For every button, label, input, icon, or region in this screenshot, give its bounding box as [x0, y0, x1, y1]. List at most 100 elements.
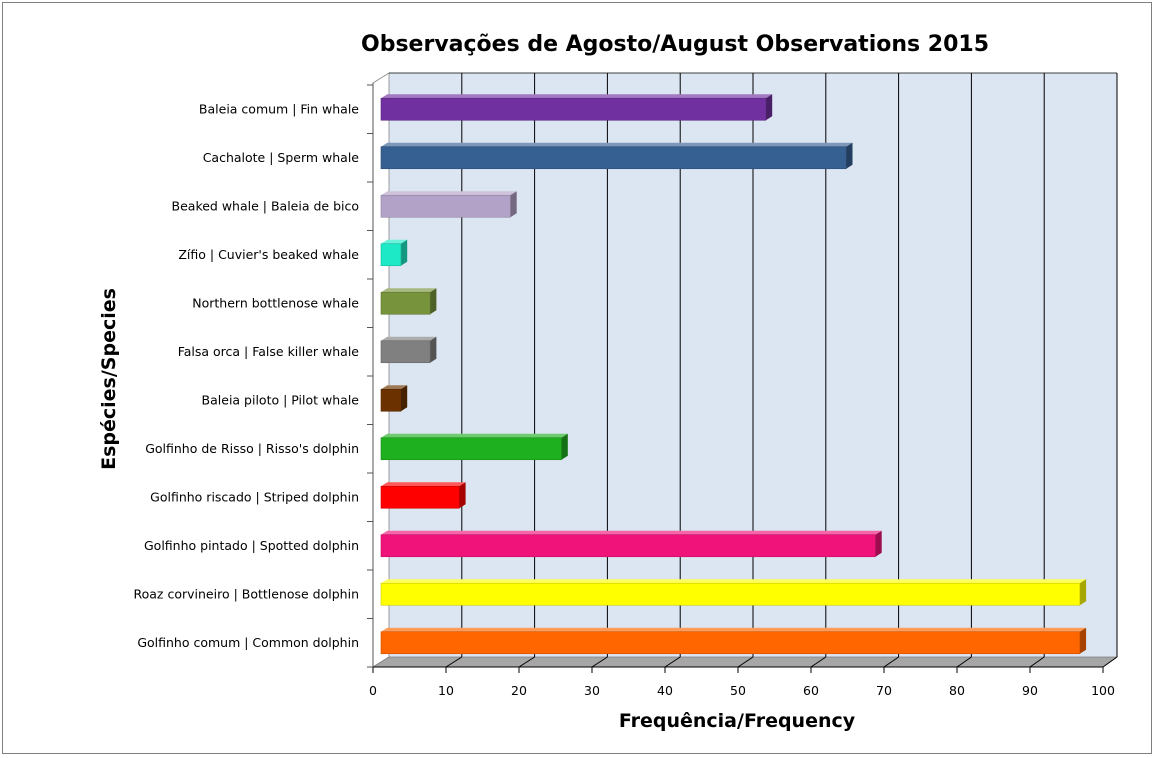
bar-front: [381, 243, 401, 266]
bar-front: [381, 389, 401, 412]
bar-edge: [380, 582, 1081, 606]
bar-end: [510, 191, 517, 218]
bar: [380, 94, 773, 121]
x-tick-label: 80: [949, 683, 965, 698]
tick-labels: 0 10 20 30 40 50 60 70 80 90 100: [369, 683, 1115, 698]
bar-edge: [380, 97, 767, 121]
gridline-floor: [737, 656, 754, 668]
bar: [380, 239, 408, 267]
x-tick-label: 30: [584, 683, 600, 698]
bar-top: [381, 191, 517, 196]
gridline-floor: [1102, 656, 1118, 668]
bar-top: [381, 336, 437, 341]
x-tick-label: 50: [730, 683, 746, 698]
bar-front: [381, 195, 511, 218]
gridlines: [389, 72, 1118, 668]
bar-front: [381, 340, 431, 363]
bar-edge: [380, 534, 876, 558]
category-label: Cachalote | Sperm whale: [203, 150, 360, 165]
bars: [380, 94, 1087, 655]
bar-front: [381, 631, 1080, 654]
bar-edge: [380, 437, 562, 461]
bar-top: [381, 530, 882, 535]
bar-top: [381, 433, 568, 438]
chart-title: Observações de Agosto/August Observation…: [361, 32, 989, 57]
bar-top: [381, 482, 466, 487]
bar: [380, 142, 853, 170]
bar: [380, 385, 408, 412]
bar-edge: [380, 291, 431, 315]
category-label: Beaked whale | Baleia de bico: [172, 198, 359, 213]
bar-front: [381, 534, 876, 557]
category-label: Falsa orca | False killer whale: [178, 344, 360, 359]
x-axis-title: Frequência/Frequency: [619, 710, 856, 732]
x-tick-label: 70: [876, 683, 892, 698]
bar: [380, 433, 568, 461]
category-label: Northern bottlenose whale: [192, 295, 359, 310]
bar-end: [400, 239, 408, 266]
bar-front: [381, 146, 847, 169]
x-tick-label: 10: [438, 683, 454, 698]
gridline-floor: [1029, 656, 1045, 668]
bar-front: [381, 292, 431, 315]
bar-end: [561, 433, 568, 460]
bar-end: [1079, 579, 1087, 606]
bar-edge: [380, 485, 460, 509]
bar-end: [459, 482, 466, 509]
bar-end: [400, 385, 408, 412]
bar-front: [381, 437, 562, 460]
gridline-floor: [518, 656, 535, 668]
x-tick-label: 100: [1091, 683, 1115, 698]
bar: [380, 288, 437, 315]
bar-end: [1079, 627, 1087, 654]
category-label: Golfinho comum | Common dolphin: [137, 635, 359, 650]
bar-top: [381, 239, 408, 244]
category-label: Golfinho riscado | Striped dolphin: [150, 489, 359, 504]
bar-front: [381, 486, 460, 509]
x-tick-label: 0: [369, 683, 377, 698]
bar: [380, 579, 1087, 606]
category-label: Golfinho pintado | Spotted dolphin: [144, 538, 359, 553]
bar-chart: Baleia comum | Fin whale Cachalote | Sper…: [98, 32, 1119, 732]
bar-edge: [380, 631, 1081, 655]
bar-top: [381, 94, 773, 99]
category-label: Zífio | Cuvier's beaked whale: [178, 247, 359, 262]
category-label: Roaz corvineiro | Bottlenose dolphin: [134, 586, 360, 601]
bar-front: [381, 583, 1080, 606]
bar: [380, 482, 466, 509]
bar: [380, 336, 437, 364]
bar-edge: [380, 340, 431, 364]
x-tick-label: 40: [657, 683, 673, 698]
bar-top: [381, 385, 408, 390]
bar-edge: [380, 194, 511, 218]
bar-top: [381, 288, 437, 293]
bar-top: [381, 142, 853, 147]
bar: [380, 530, 882, 558]
axes: [367, 83, 1104, 673]
bar-end: [875, 530, 882, 557]
bar: [380, 627, 1087, 655]
category-label: Baleia comum | Fin whale: [199, 101, 359, 116]
bar-front: [381, 98, 766, 121]
gridline-floor: [810, 656, 827, 668]
bar-end: [430, 336, 437, 363]
y-axis-title: Espécies/Species: [98, 288, 120, 470]
bar-top: [381, 579, 1087, 584]
x-tick-label: 20: [511, 683, 527, 698]
gridline-floor: [883, 656, 899, 668]
gridline-floor: [664, 656, 681, 668]
bar-end: [430, 288, 437, 315]
gridline-floor: [956, 656, 972, 668]
gridline-floor: [591, 656, 608, 668]
bar-top: [381, 627, 1087, 632]
bar-end: [765, 94, 773, 121]
category-labels: Baleia comum | Fin whale Cachalote | Sper…: [134, 101, 360, 650]
bar-edge: [380, 388, 402, 412]
bar-edge: [380, 243, 402, 267]
gridline-floor: [445, 656, 463, 668]
x-tick-label: 60: [803, 683, 819, 698]
bar-end: [846, 142, 853, 169]
category-label: Golfinho de Risso | Risso's dolphin: [145, 441, 359, 456]
bar-edge: [380, 146, 847, 170]
